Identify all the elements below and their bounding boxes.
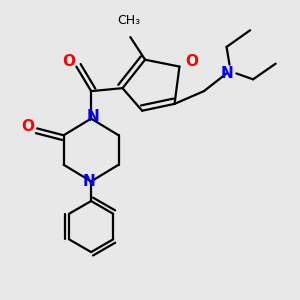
Text: N: N xyxy=(87,109,99,124)
Text: O: O xyxy=(21,119,34,134)
Text: CH₃: CH₃ xyxy=(117,14,140,27)
Text: O: O xyxy=(186,54,199,69)
Text: O: O xyxy=(62,54,75,69)
Text: N: N xyxy=(220,66,233,81)
Text: N: N xyxy=(83,174,95,189)
